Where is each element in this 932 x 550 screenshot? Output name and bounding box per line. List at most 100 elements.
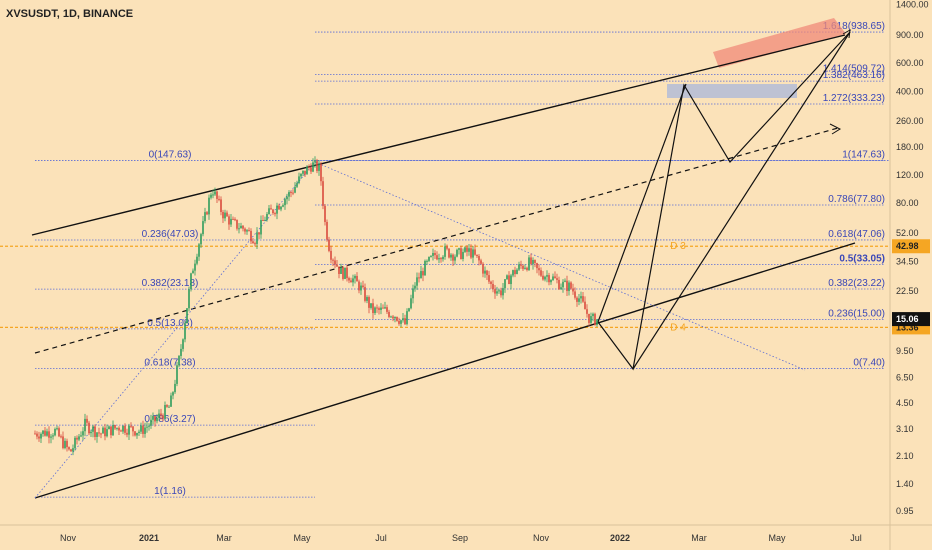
candle-body bbox=[286, 196, 288, 200]
candle-body bbox=[528, 257, 530, 270]
candle-body bbox=[144, 427, 146, 434]
candle-body bbox=[440, 258, 442, 260]
candle-body bbox=[374, 307, 376, 314]
candle-body bbox=[428, 256, 430, 261]
candle-body bbox=[484, 270, 486, 274]
candle-body bbox=[62, 436, 64, 449]
candle-body bbox=[258, 232, 260, 235]
candle-body bbox=[478, 256, 480, 261]
fib-level-label: 0.786(77.80) bbox=[828, 194, 885, 205]
y-tick-label: 260.00 bbox=[896, 116, 924, 126]
candle-body bbox=[56, 428, 58, 430]
candle-body bbox=[82, 431, 84, 436]
candle-body bbox=[142, 425, 144, 434]
candle-body bbox=[52, 435, 54, 437]
y-tick-label: 34.50 bbox=[896, 257, 919, 267]
candle-body bbox=[218, 198, 220, 200]
candle-body bbox=[550, 279, 552, 283]
candle-body bbox=[314, 160, 316, 163]
candle-body bbox=[226, 212, 228, 217]
candle-body bbox=[470, 248, 472, 258]
candle-body bbox=[496, 291, 498, 294]
candle-body bbox=[254, 243, 256, 245]
candle-body bbox=[292, 192, 294, 194]
candle-body bbox=[212, 194, 214, 196]
fib-level-label: 0.382(23.22) bbox=[828, 278, 885, 289]
candle-body bbox=[78, 436, 80, 440]
candle-body bbox=[532, 259, 534, 264]
candle-body bbox=[182, 339, 184, 349]
candle-body bbox=[112, 425, 114, 436]
candle-body bbox=[298, 176, 300, 184]
candle-body bbox=[466, 247, 468, 252]
y-tick-label: 600.00 bbox=[896, 58, 924, 68]
candle-body bbox=[70, 449, 72, 452]
candle-body bbox=[302, 170, 304, 174]
candle-body bbox=[544, 276, 546, 280]
candle-body bbox=[166, 405, 168, 407]
candle-body bbox=[44, 430, 46, 436]
y-tick-label: 4.50 bbox=[896, 398, 914, 408]
candle-body bbox=[122, 425, 124, 432]
candle-body bbox=[58, 428, 60, 437]
candle-body bbox=[38, 436, 40, 439]
candle-body bbox=[344, 267, 346, 279]
candle-body bbox=[430, 255, 432, 257]
candle-body bbox=[176, 365, 178, 384]
candle-body bbox=[510, 275, 512, 285]
candle-body bbox=[288, 192, 290, 197]
fib-level-label: 1.272(333.23) bbox=[823, 93, 885, 104]
channel-lower-line bbox=[34, 242, 856, 499]
candle-body bbox=[278, 205, 280, 210]
candle-body bbox=[76, 437, 78, 440]
candle-body bbox=[60, 436, 62, 438]
x-tick-label: Sep bbox=[452, 533, 468, 543]
candle-body bbox=[74, 437, 76, 449]
projection-path-b bbox=[597, 83, 687, 323]
candle-body bbox=[186, 308, 188, 324]
candle-body bbox=[256, 232, 258, 244]
candle-body bbox=[486, 270, 488, 276]
candle-body bbox=[184, 323, 186, 340]
candle-body bbox=[250, 230, 252, 242]
candle-body bbox=[562, 281, 564, 288]
projection-arrow bbox=[842, 29, 851, 39]
candle-body bbox=[574, 291, 576, 298]
candle-body bbox=[438, 258, 440, 260]
candle-body bbox=[146, 426, 148, 428]
candle-body bbox=[130, 425, 132, 427]
candle-body bbox=[540, 270, 542, 276]
candle-body bbox=[566, 280, 568, 292]
candle-body bbox=[362, 285, 364, 288]
candle-body bbox=[542, 275, 544, 280]
current-price-badge bbox=[892, 312, 930, 327]
candle-body bbox=[366, 297, 368, 301]
candle-body bbox=[154, 415, 156, 422]
candle-body bbox=[526, 267, 528, 270]
candle-body bbox=[420, 271, 422, 279]
candle-body bbox=[480, 260, 482, 264]
candle-body bbox=[290, 192, 292, 194]
projection-path-c bbox=[632, 31, 851, 370]
candle-body bbox=[490, 281, 492, 284]
x-tick-label: Nov bbox=[60, 533, 77, 543]
candle-body bbox=[372, 303, 374, 314]
candle-body bbox=[412, 288, 414, 299]
fib-level-label: 0(147.63) bbox=[149, 150, 192, 161]
candle-body bbox=[72, 448, 74, 452]
candle-body bbox=[560, 287, 562, 290]
candle-body bbox=[354, 275, 356, 279]
x-tick-label: Mar bbox=[216, 533, 232, 543]
candle-body bbox=[178, 355, 180, 366]
candle-body bbox=[202, 221, 204, 235]
candle-body bbox=[170, 395, 172, 407]
candle-body bbox=[380, 307, 382, 310]
y-tick-label: 3.10 bbox=[896, 424, 914, 434]
candle-body bbox=[224, 212, 226, 219]
candle-body bbox=[194, 263, 196, 271]
candle-body bbox=[220, 199, 222, 212]
candle-body bbox=[364, 287, 366, 301]
candle-body bbox=[192, 270, 194, 274]
candle-body bbox=[416, 277, 418, 286]
